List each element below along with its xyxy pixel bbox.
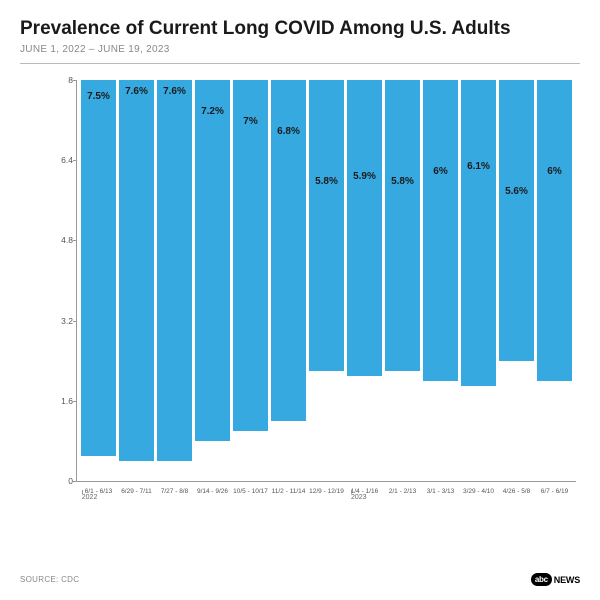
bar: 7.6%7/27 - 8/8 bbox=[157, 80, 192, 481]
bar-value-label: 6.8% bbox=[271, 126, 306, 137]
bar-rect bbox=[309, 80, 344, 371]
bar: 5.8%12/9 - 12/19 bbox=[309, 80, 344, 481]
bar: 5.8%2/1 - 2/13 bbox=[385, 80, 420, 481]
bar-rect bbox=[157, 80, 192, 461]
bar-rect bbox=[499, 80, 534, 361]
year-labels: 2022 2023 bbox=[76, 494, 576, 506]
bar-rect bbox=[537, 80, 572, 381]
bar-value-label: 6% bbox=[423, 166, 458, 177]
bar-rect bbox=[385, 80, 420, 371]
y-tick-label: 8 bbox=[59, 75, 73, 85]
bar-value-label: 7.2% bbox=[195, 106, 230, 117]
bar-rect bbox=[347, 80, 382, 376]
bar: 7.2%9/14 - 9/26 bbox=[195, 80, 230, 481]
bar-value-label: 6% bbox=[537, 166, 572, 177]
bar-rect bbox=[423, 80, 458, 381]
bars-container: 7.5%6/1 - 6/137.6%6/29 - 7/117.6%7/27 - … bbox=[77, 80, 576, 481]
y-tick-label: 1.6 bbox=[59, 396, 73, 406]
logo: abc NEWS bbox=[531, 573, 580, 586]
divider bbox=[20, 63, 580, 64]
bar-rect bbox=[195, 80, 230, 441]
bar: 6.8%11/2 - 11/14 bbox=[271, 80, 306, 481]
y-tick-label: 3.2 bbox=[59, 316, 73, 326]
bar-value-label: 5.8% bbox=[385, 176, 420, 187]
logo-circle: abc bbox=[531, 573, 552, 586]
bar-rect bbox=[233, 80, 268, 431]
bar: 5.6%4/26 - 5/8 bbox=[499, 80, 534, 481]
bar-value-label: 6.1% bbox=[461, 161, 496, 172]
chart-area: Prevalence of long COVID (%) 7.5%6/1 - 6… bbox=[60, 70, 576, 510]
bar-value-label: 7.6% bbox=[157, 86, 192, 97]
y-tick-mark bbox=[73, 401, 77, 402]
y-tick-label: 4.8 bbox=[59, 235, 73, 245]
year-tick bbox=[351, 490, 352, 494]
chart-title: Prevalence of Current Long COVID Among U… bbox=[20, 18, 580, 40]
year-tick bbox=[82, 490, 83, 494]
bar-rect bbox=[119, 80, 154, 461]
bar-value-label: 5.9% bbox=[347, 171, 382, 182]
bar: 6%6/7 - 6/19 bbox=[537, 80, 572, 481]
y-tick-mark bbox=[73, 80, 77, 81]
bar: 7.6%6/29 - 7/11 bbox=[119, 80, 154, 481]
source-text: SOURCE: CDC bbox=[20, 575, 79, 584]
bar-rect bbox=[81, 80, 116, 456]
bar-rect bbox=[461, 80, 496, 386]
y-tick-label: 6.4 bbox=[59, 155, 73, 165]
bar: 5.9%1/4 - 1/16 bbox=[347, 80, 382, 481]
bar-value-label: 7% bbox=[233, 116, 268, 127]
bar: 6%3/1 - 3/13 bbox=[423, 80, 458, 481]
bar-value-label: 5.6% bbox=[499, 186, 534, 197]
year-label: 2022 bbox=[82, 494, 98, 501]
bar: 7%10/5 - 10/17 bbox=[233, 80, 268, 481]
chart-subtitle: JUNE 1, 2022 – JUNE 19, 2023 bbox=[20, 44, 580, 55]
y-tick-mark bbox=[73, 321, 77, 322]
bar-value-label: 7.5% bbox=[81, 91, 116, 102]
y-tick-mark bbox=[73, 240, 77, 241]
bar-value-label: 5.8% bbox=[309, 176, 344, 187]
bar-value-label: 7.6% bbox=[119, 86, 154, 97]
bar: 6.1%3/29 - 4/10 bbox=[461, 80, 496, 481]
y-tick-mark bbox=[73, 481, 77, 482]
y-tick-mark bbox=[73, 160, 77, 161]
logo-text: NEWS bbox=[554, 575, 580, 585]
year-label: 2023 bbox=[351, 494, 367, 501]
y-tick-label: 0 bbox=[59, 476, 73, 486]
bar: 7.5%6/1 - 6/13 bbox=[81, 80, 116, 481]
plot: 7.5%6/1 - 6/137.6%6/29 - 7/117.6%7/27 - … bbox=[76, 80, 576, 482]
